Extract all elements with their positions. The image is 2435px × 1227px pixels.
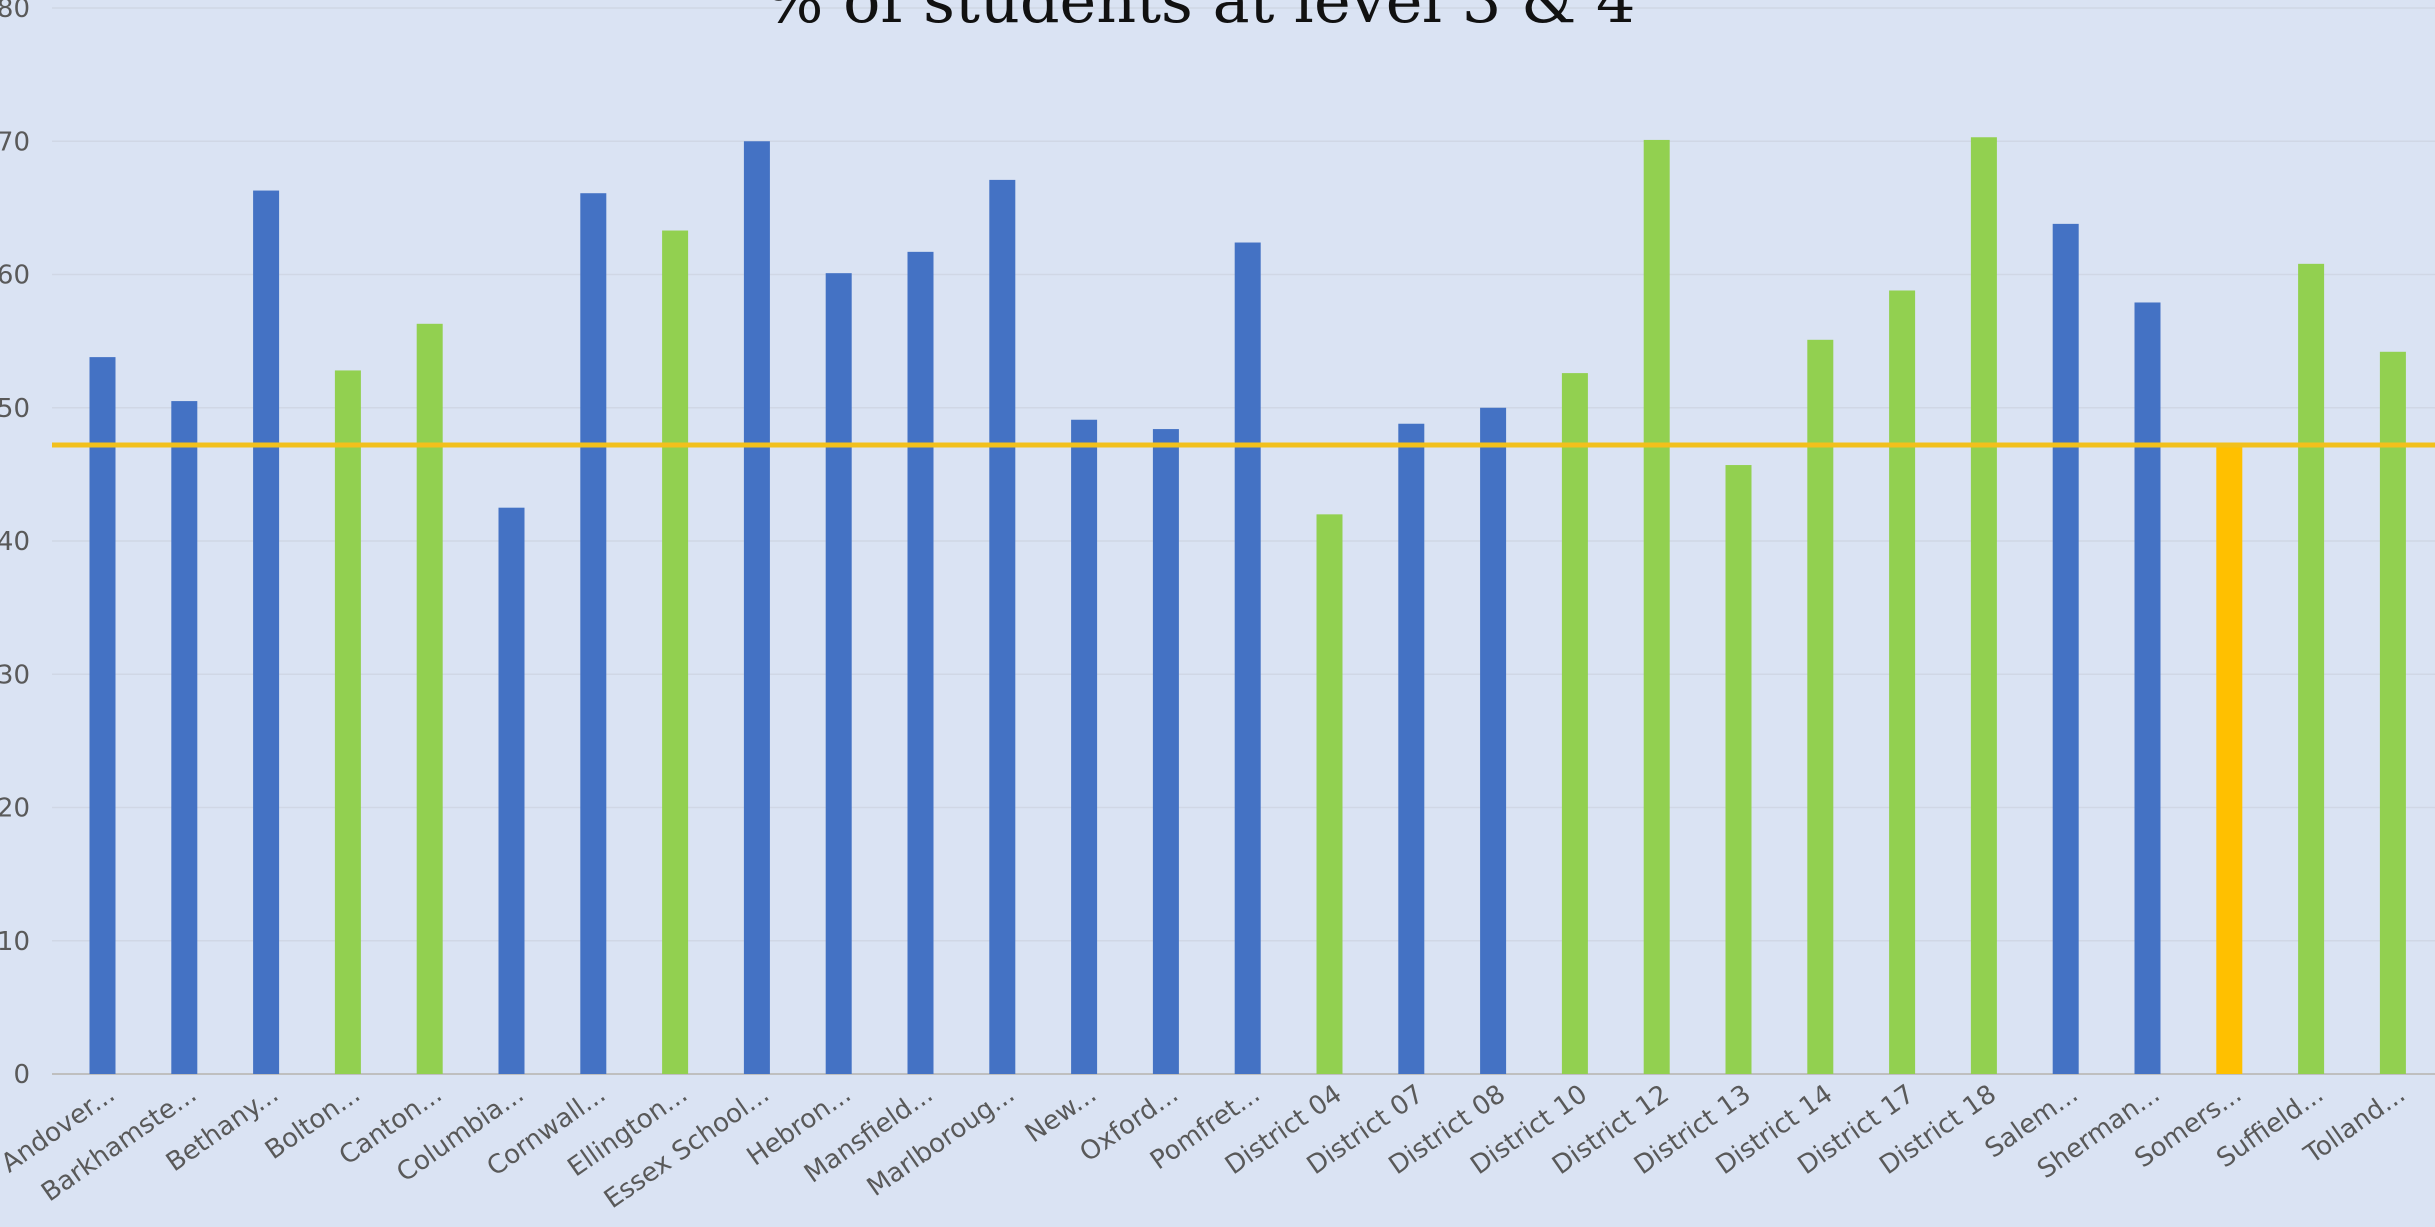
bar-5 bbox=[416, 323, 443, 1074]
bar-19 bbox=[1561, 373, 1588, 1075]
bar-11 bbox=[907, 251, 934, 1074]
bar-28 bbox=[2298, 263, 2325, 1075]
y-tick-label: 60 bbox=[0, 261, 30, 291]
y-tick-label: 40 bbox=[0, 527, 30, 557]
bar-26 bbox=[2134, 302, 2161, 1074]
bar-1 bbox=[89, 357, 116, 1074]
bar-27 bbox=[2216, 445, 2243, 1074]
bar-16 bbox=[1316, 514, 1343, 1074]
chart-title: % of students at level 3 & 4 bbox=[765, 0, 1636, 37]
bar-21 bbox=[1725, 465, 1752, 1074]
bar-13 bbox=[1071, 419, 1098, 1074]
x-axis-ticks: Andover...Barkhamste...Bethany...Bolton.… bbox=[0, 1079, 2411, 1215]
bar-6 bbox=[498, 507, 525, 1074]
bar-24 bbox=[1970, 137, 1997, 1074]
y-tick-label: 70 bbox=[0, 127, 30, 157]
y-tick-label: 10 bbox=[0, 927, 30, 957]
bars bbox=[89, 137, 2406, 1075]
bar-29 bbox=[2379, 351, 2406, 1074]
bar-7 bbox=[580, 193, 607, 1074]
bar-18 bbox=[1480, 407, 1507, 1074]
bar-22 bbox=[1807, 339, 1834, 1075]
y-tick-label: 20 bbox=[0, 794, 30, 824]
bar-10 bbox=[825, 273, 852, 1075]
bar-4 bbox=[334, 370, 361, 1074]
y-tick-label: 80 bbox=[0, 0, 30, 24]
bar-3 bbox=[253, 190, 280, 1075]
bar-14 bbox=[1152, 429, 1179, 1074]
bar-9 bbox=[743, 141, 770, 1074]
x-tick-label: Marlboroug... bbox=[862, 1079, 1021, 1203]
y-tick-label: 50 bbox=[0, 394, 30, 424]
bar-8 bbox=[662, 230, 689, 1075]
bar-2 bbox=[171, 401, 198, 1074]
y-axis-ticks: 0 10 20 30 40 50 60 70 80 bbox=[0, 0, 30, 1090]
y-tick-label: 30 bbox=[0, 660, 30, 690]
bar-20 bbox=[1643, 139, 1670, 1075]
bar-23 bbox=[1889, 290, 1916, 1074]
y-tick-label: 0 bbox=[13, 1060, 30, 1090]
bar-12 bbox=[989, 179, 1016, 1074]
bar-17 bbox=[1398, 423, 1425, 1074]
bar-25 bbox=[2052, 223, 2079, 1075]
bar-15 bbox=[1234, 242, 1261, 1074]
